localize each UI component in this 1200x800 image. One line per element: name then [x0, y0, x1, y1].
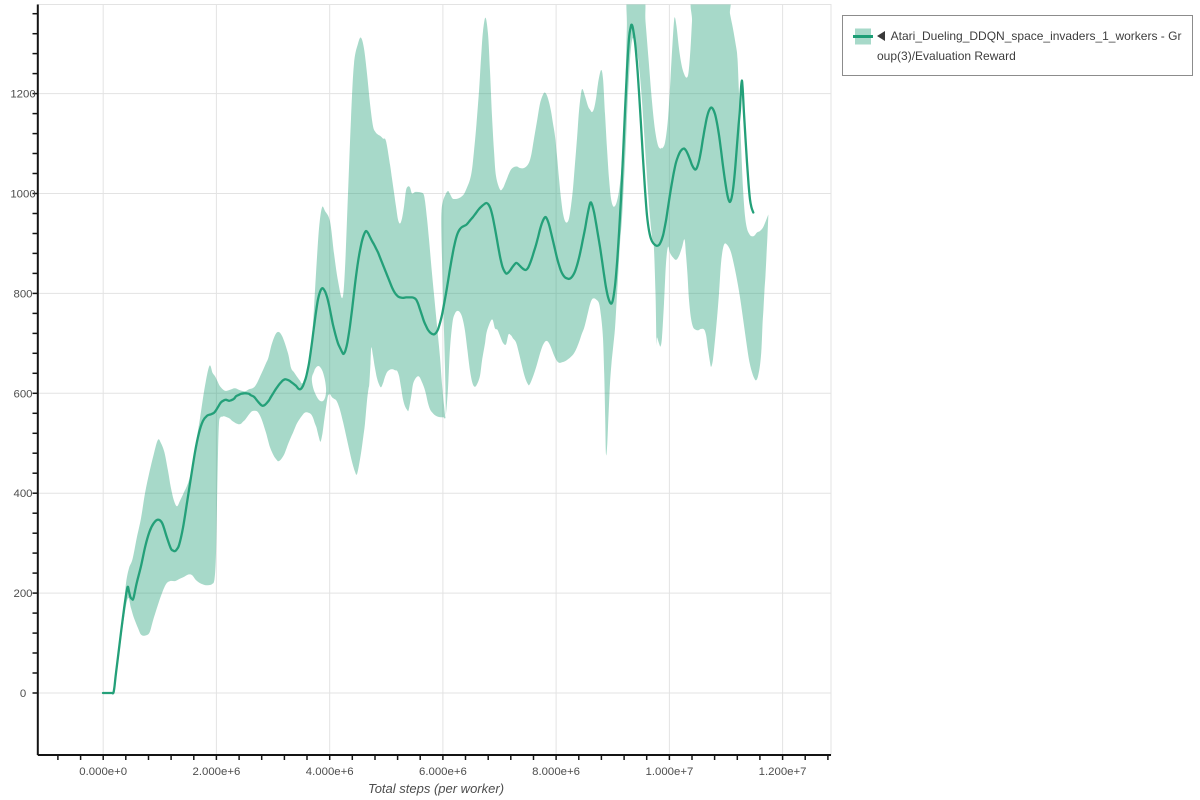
- svg-text:800: 800: [13, 288, 32, 300]
- svg-text:1.200e+7: 1.200e+7: [759, 766, 807, 778]
- svg-text:8.000e+6: 8.000e+6: [532, 766, 580, 778]
- svg-text:6.000e+6: 6.000e+6: [419, 766, 467, 778]
- svg-text:4.000e+6: 4.000e+6: [306, 766, 354, 778]
- svg-text:0: 0: [20, 688, 26, 700]
- svg-text:0.000e+0: 0.000e+0: [79, 766, 127, 778]
- svg-text:200: 200: [13, 588, 32, 600]
- svg-text:1000: 1000: [10, 189, 35, 201]
- svg-text:Total steps (per worker): Total steps (per worker): [368, 781, 504, 796]
- svg-text:600: 600: [13, 388, 32, 400]
- svg-text:400: 400: [13, 488, 32, 500]
- svg-text:1200: 1200: [10, 89, 35, 101]
- svg-text:2.000e+6: 2.000e+6: [192, 766, 240, 778]
- svg-text:1.000e+7: 1.000e+7: [645, 766, 693, 778]
